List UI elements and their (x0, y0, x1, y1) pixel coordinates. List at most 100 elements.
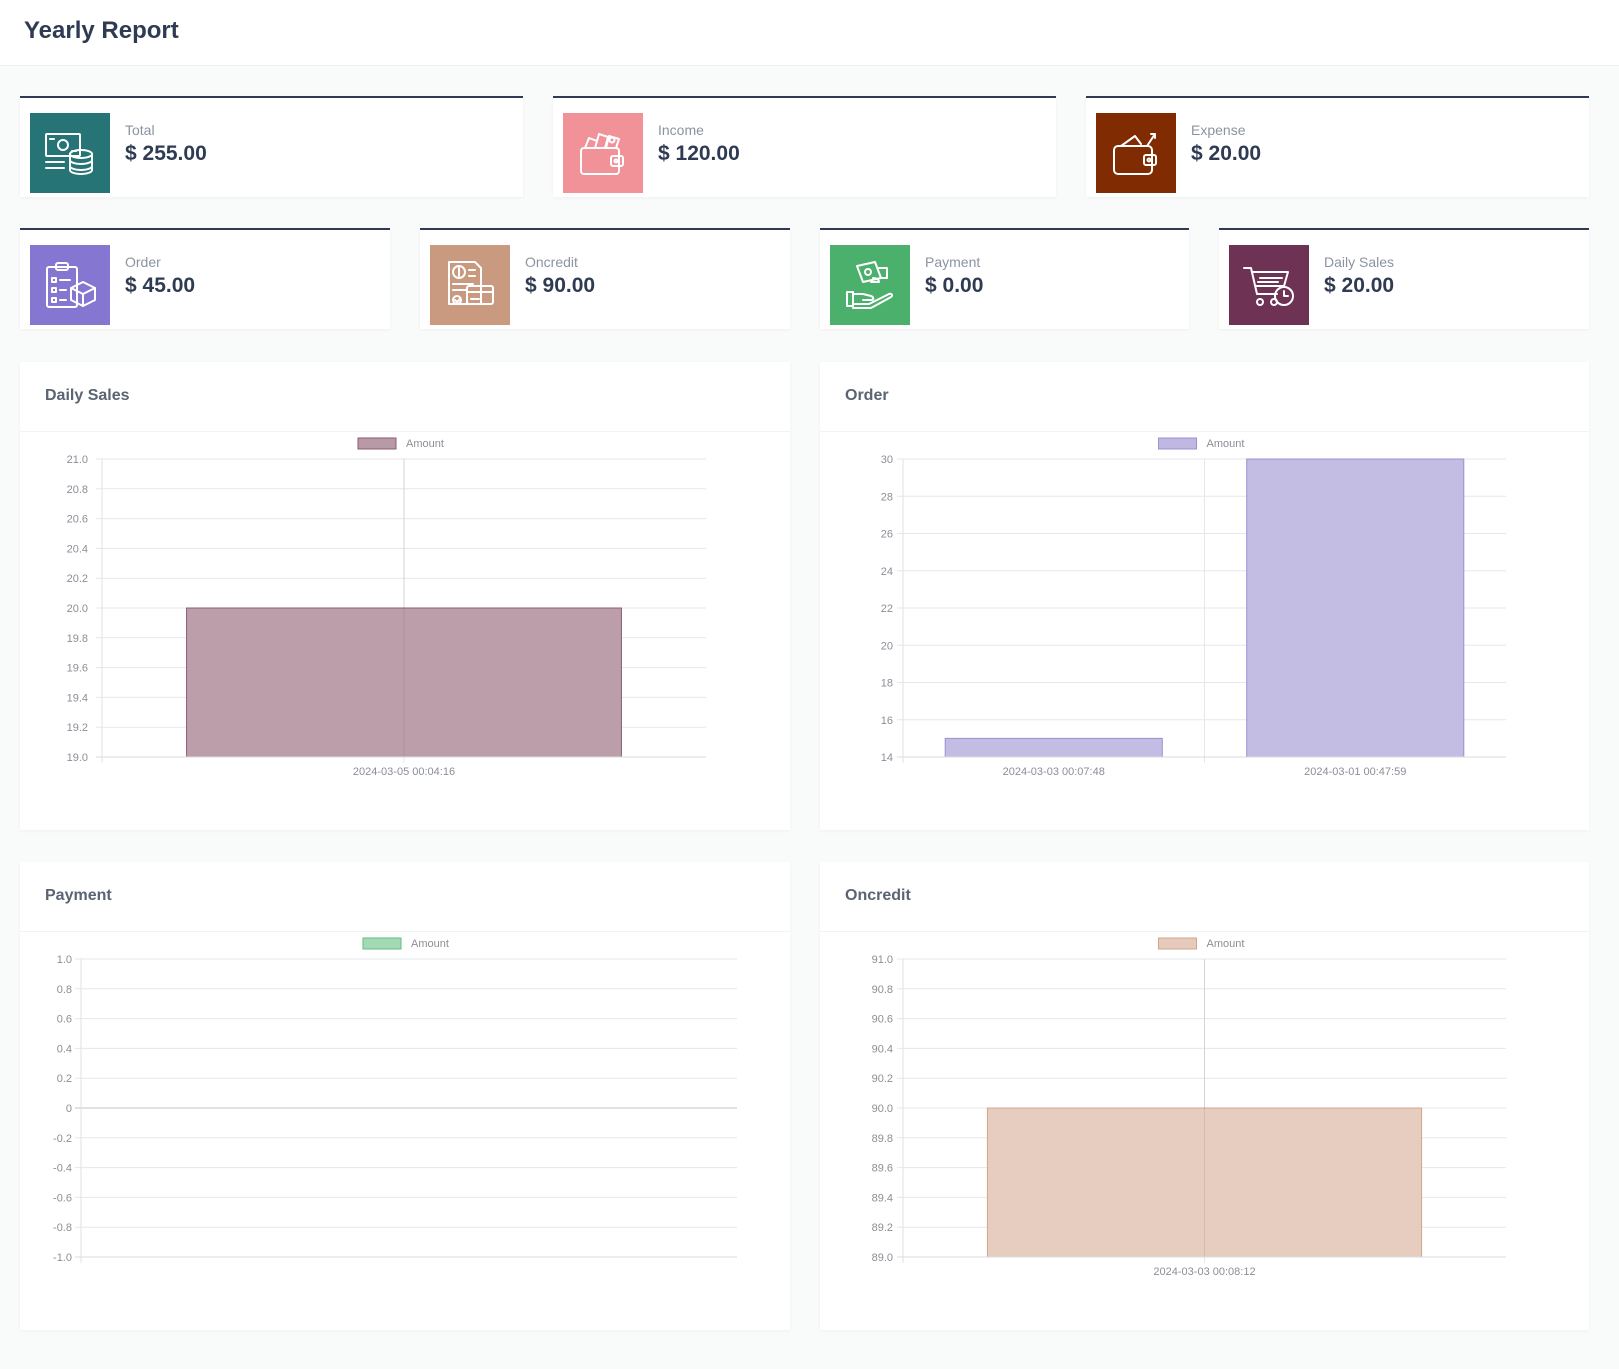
y-tick-label: 1.0 (57, 954, 72, 966)
page-title: Yearly Report (24, 17, 179, 44)
stat-card-daily-sales: Daily Sales $ 20.00 (1219, 228, 1589, 329)
y-tick-label: 89.6 (872, 1163, 893, 1175)
stat-card-order: Order $ 45.00 (20, 228, 390, 329)
y-tick-label: 19.2 (67, 722, 88, 734)
stat-card-expense: Expense $ 20.00 (1086, 96, 1589, 197)
x-tick-label: 2024-03-05 00:04:16 (353, 766, 455, 778)
bar (1246, 458, 1465, 758)
y-tick-label: 20 (881, 640, 893, 652)
legend-label: Amount (1207, 938, 1245, 950)
y-tick-label: 0 (66, 1103, 72, 1115)
y-tick-label: 19.6 (67, 663, 88, 675)
y-tick-label: -0.6 (53, 1192, 72, 1204)
stat-value: $ 45.00 (125, 274, 196, 297)
y-tick-label: -0.8 (53, 1222, 72, 1234)
y-tick-label: 20.2 (67, 573, 88, 585)
y-tick-label: 19.8 (67, 633, 88, 645)
stat-label: Income (658, 122, 704, 138)
clipboard-box-icon (30, 245, 110, 325)
stat-card-oncredit: Oncredit $ 90.00 (420, 228, 790, 329)
stat-label: Payment (925, 254, 981, 270)
stat-value: $ 255.00 (125, 142, 207, 165)
chart-title: Payment (45, 887, 112, 904)
money-database-icon (30, 113, 110, 193)
y-tick-label: 89.2 (872, 1222, 893, 1234)
y-tick-label: -1.0 (53, 1252, 72, 1264)
chart-card-order: Order Amount 30 28 26 24 22 20 18 16 14 2024-03-03… (820, 362, 1589, 830)
y-tick-label: 91.0 (872, 954, 893, 966)
legend-swatch (357, 437, 397, 450)
stat-label: Order (125, 254, 161, 270)
stat-label: Oncredit (525, 254, 578, 270)
chart-title: Order (845, 387, 889, 404)
y-tick-label: 90.2 (872, 1073, 893, 1085)
chart-title: Oncredit (845, 887, 911, 904)
stat-card-total: Total $ 255.00 (20, 96, 523, 197)
y-tick-label: 24 (881, 566, 893, 578)
top-bar: Yearly Report (0, 0, 1619, 66)
bar (944, 737, 1163, 758)
legend-label: Amount (1207, 438, 1245, 450)
legend-label: Amount (406, 438, 444, 450)
stat-value: $ 0.00 (925, 274, 984, 297)
chart-card-header: Daily Sales (20, 362, 790, 432)
y-tick-label: 19.0 (67, 752, 88, 764)
y-tick-label: 26 (881, 529, 893, 541)
y-tick-label: 20.0 (67, 603, 88, 615)
invoice-card-icon (430, 245, 510, 325)
stat-value: $ 20.00 (1324, 274, 1395, 297)
hand-money-icon (830, 245, 910, 325)
legend-swatch (1158, 437, 1197, 450)
stat-value: $ 120.00 (658, 142, 740, 165)
chart-card-daily-sales: Daily Sales Amount 21.0 20.8 20.6 20.4 20.2 20… (20, 362, 790, 830)
legend-swatch (362, 937, 402, 950)
stat-value: $ 20.00 (1191, 142, 1262, 165)
y-tick-label: 0.2 (57, 1073, 72, 1085)
y-tick-label: 14 (881, 752, 893, 764)
order-chart: Amount 30 28 26 24 22 20 18 16 14 2024-03-03 00:07… (881, 437, 1506, 778)
bar (186, 607, 622, 758)
wallet-income-icon (563, 113, 643, 193)
y-tick-label: -0.4 (53, 1163, 72, 1175)
y-tick-label: -0.2 (53, 1133, 72, 1145)
chart-card-header: Payment (20, 862, 790, 932)
y-tick-label: 90.8 (872, 984, 893, 996)
bar (986, 1107, 1423, 1258)
y-tick-label: 90.4 (872, 1043, 893, 1055)
y-tick-label: 22 (881, 603, 893, 615)
wallet-expense-icon (1096, 113, 1176, 193)
stat-label: Expense (1191, 122, 1246, 138)
y-tick-label: 89.4 (872, 1192, 893, 1204)
y-tick-label: 18 (881, 678, 893, 690)
chart-title: Daily Sales (45, 387, 130, 404)
y-tick-label: 89.0 (872, 1252, 893, 1264)
y-tick-label: 16 (881, 715, 893, 727)
stat-card-income: Income $ 120.00 (553, 96, 1056, 197)
oncredit-chart: Amount 91.0 90.8 90.6 90.4 90.2 90.0 89.8 89.6 89… (872, 937, 1506, 1278)
y-tick-label: 0.8 (57, 984, 72, 996)
y-tick-label: 0.4 (57, 1043, 72, 1055)
x-tick-label: 2024-03-03 00:08:12 (1153, 1266, 1255, 1278)
chart-card-header: Order (820, 362, 1589, 432)
y-tick-label: 20.4 (67, 543, 88, 555)
y-tick-label: 0.6 (57, 1014, 72, 1026)
stat-label: Total (125, 122, 155, 138)
chart-card-payment: Payment Amount 1.0 0.8 0.6 0.4 0.2 0 -0.2 -0.4 -0… (20, 862, 790, 1330)
stat-card-payment: Payment $ 0.00 (820, 228, 1189, 329)
y-tick-label: 30 (881, 454, 893, 466)
y-tick-label: 21.0 (67, 454, 88, 466)
y-tick-label: 90.0 (872, 1103, 893, 1115)
y-tick-label: 89.8 (872, 1133, 893, 1145)
stat-value: $ 90.00 (525, 274, 596, 297)
chart-card-oncredit: Oncredit Amount 91.0 90.8 90.6 90.4 90.2 90.0 8… (820, 862, 1589, 1330)
payment-chart: Amount 1.0 0.8 0.6 0.4 0.2 0 -0.2 -0.4 -0.6 -0.8 -1… (53, 937, 737, 1264)
y-tick-label: 20.6 (67, 514, 88, 526)
x-tick-label: 2024-03-03 00:07:48 (1003, 766, 1105, 778)
legend-label: Amount (411, 938, 449, 950)
x-tick-label: 2024-03-01 00:47:59 (1304, 766, 1406, 778)
y-tick-label: 19.4 (67, 692, 88, 704)
chart-card-header: Oncredit (820, 862, 1589, 932)
stat-label: Daily Sales (1324, 254, 1395, 270)
y-tick-label: 28 (881, 491, 893, 503)
y-tick-label: 90.6 (872, 1014, 893, 1026)
